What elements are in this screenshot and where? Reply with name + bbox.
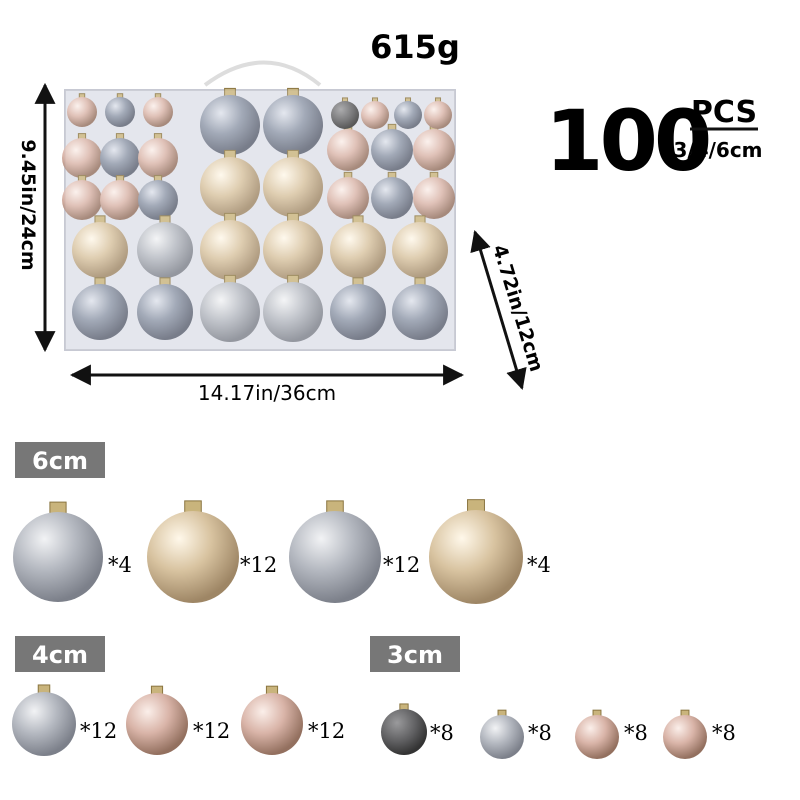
quantity: *4: [108, 553, 132, 577]
ornament: [575, 715, 619, 759]
ornament: [147, 511, 239, 603]
quantity: *12: [308, 719, 345, 743]
ornament: [263, 95, 323, 155]
ornament: [137, 222, 193, 278]
ornament: [392, 284, 448, 340]
ornament: [138, 138, 178, 178]
quantity: *4: [527, 553, 551, 577]
ornament: [392, 222, 448, 278]
ornament: [100, 138, 140, 178]
ornament: [371, 177, 413, 219]
ornament: [330, 222, 386, 278]
ornament: [429, 510, 523, 604]
ornament: [72, 222, 128, 278]
ornament: [413, 129, 455, 171]
ornament: [200, 95, 260, 155]
ornament: [200, 157, 260, 217]
depth-arrow: [470, 229, 527, 391]
ornament: [62, 180, 102, 220]
ornament: [424, 101, 452, 129]
ornament: [241, 693, 303, 755]
ornament: [62, 138, 102, 178]
section-tag: [15, 636, 105, 672]
width-label: 14.17in/36cm: [198, 381, 336, 405]
quantity: *8: [712, 721, 736, 745]
ornament: [263, 282, 323, 342]
ornament: [12, 692, 76, 756]
ornament: [394, 101, 422, 129]
quantity: *12: [240, 553, 277, 577]
ornament: [263, 220, 323, 280]
height-label: 9.45in/24cm: [17, 139, 39, 270]
ornament: [13, 512, 103, 602]
ornament: [137, 284, 193, 340]
ornament: [100, 180, 140, 220]
ornament: [263, 157, 323, 217]
box-lid: [64, 89, 456, 351]
ornament: [331, 101, 359, 129]
ornament: [143, 97, 173, 127]
ornament: [105, 97, 135, 127]
unit: PCS: [691, 95, 757, 130]
section-tag: [15, 442, 105, 478]
ornament: [200, 282, 260, 342]
quantity: *8: [528, 721, 552, 745]
count: 100: [545, 92, 709, 190]
ornament: [72, 284, 128, 340]
weight: 615g: [370, 28, 460, 66]
section-title: 3cm: [387, 641, 443, 669]
quantity: *12: [80, 719, 117, 743]
ornament-box: [62, 60, 456, 351]
quantity: *8: [624, 721, 648, 745]
ornament: [663, 715, 707, 759]
ornament: [330, 284, 386, 340]
quantity: *8: [430, 721, 454, 745]
ornament: [138, 180, 178, 220]
ornament: [289, 511, 381, 603]
ornament: [381, 709, 427, 755]
ornament: [67, 97, 97, 127]
ornament: [413, 177, 455, 219]
ornament: [480, 715, 524, 759]
section-title: 6cm: [32, 447, 88, 475]
ornament: [200, 220, 260, 280]
ornament: [361, 101, 389, 129]
ornament: [327, 177, 369, 219]
ornament: [327, 129, 369, 171]
section-title: 4cm: [32, 641, 88, 669]
section-tag: [370, 636, 460, 672]
ornament: [126, 693, 188, 755]
quantity: *12: [383, 553, 420, 577]
quantity: *12: [193, 719, 230, 743]
sizes: 3/4/6cm: [673, 138, 762, 162]
ornament: [371, 129, 413, 171]
